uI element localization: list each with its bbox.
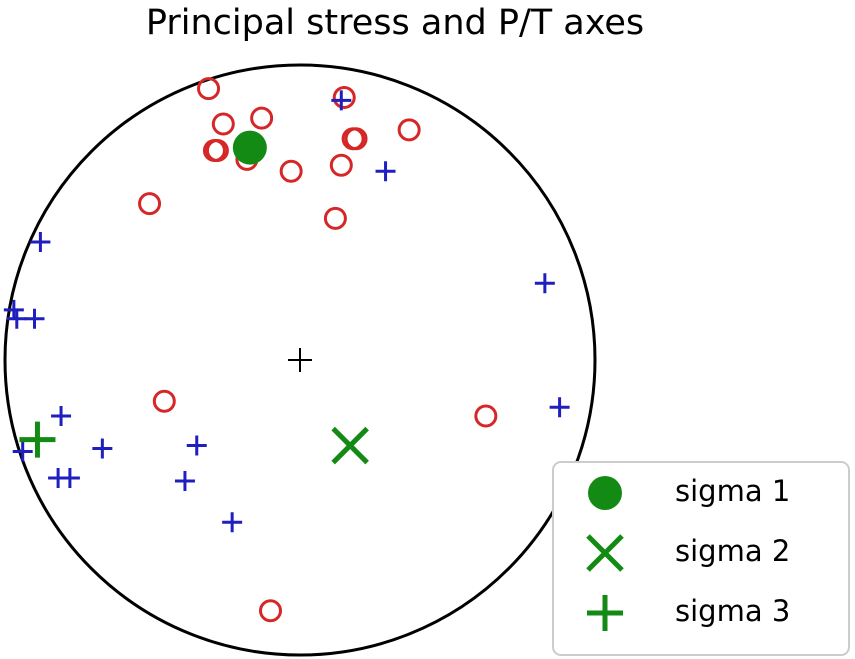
t-axis-point bbox=[51, 406, 72, 427]
chart-title: Principal stress and P/T axes bbox=[146, 3, 644, 43]
t-axis-point bbox=[331, 90, 352, 111]
p-axis-point bbox=[211, 112, 235, 136]
p-axis-point bbox=[152, 389, 176, 413]
legend bbox=[552, 461, 850, 656]
t-axis-point bbox=[375, 161, 396, 182]
sigma-point bbox=[232, 130, 267, 165]
t-axis-point bbox=[24, 308, 45, 329]
t-axis-point bbox=[12, 441, 33, 462]
p-axis-point bbox=[474, 404, 498, 428]
net-circle bbox=[3, 63, 597, 657]
legend-marker bbox=[587, 595, 623, 631]
t-axis-point bbox=[3, 299, 24, 320]
t-axis-point bbox=[222, 512, 243, 533]
p-axis-point bbox=[332, 85, 356, 109]
t-axis-point bbox=[186, 435, 207, 456]
p-axis-point bbox=[205, 139, 229, 163]
p-axis-point bbox=[197, 77, 221, 101]
sigma-point bbox=[331, 426, 369, 465]
center-mark bbox=[288, 348, 312, 372]
p-axis-point bbox=[279, 159, 303, 183]
t-axis-point bbox=[534, 273, 555, 294]
p-axis-point bbox=[329, 153, 353, 177]
legend-label: sigma 3 bbox=[675, 594, 790, 628]
t-axis-point bbox=[549, 397, 570, 418]
legend-marker bbox=[588, 476, 622, 510]
sigma-point bbox=[19, 421, 56, 458]
p-axis-point bbox=[138, 192, 162, 216]
legend-label: sigma 2 bbox=[675, 534, 790, 568]
p-axis-point bbox=[259, 599, 282, 623]
p-axis-point bbox=[344, 127, 368, 151]
legend-label: sigma 1 bbox=[675, 474, 790, 508]
p-axis-point bbox=[250, 106, 274, 130]
t-axis-point bbox=[174, 470, 195, 491]
t-axis-point bbox=[92, 438, 113, 459]
t-axis-point bbox=[6, 308, 27, 329]
legend-marker bbox=[586, 534, 624, 572]
p-axis-point bbox=[397, 118, 421, 142]
t-axis-point bbox=[59, 468, 80, 488]
t-axis-point bbox=[30, 232, 51, 252]
p-axis-point bbox=[323, 206, 347, 230]
